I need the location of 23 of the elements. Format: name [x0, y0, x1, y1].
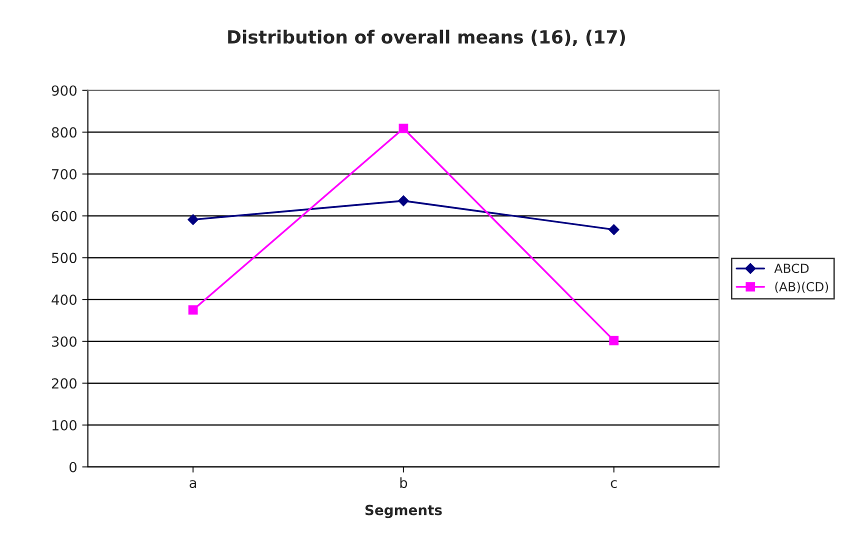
y-tick-label: 300: [52, 336, 77, 347]
x-tick-label: b: [400, 477, 408, 488]
point: [188, 214, 198, 226]
y-tick-label: 400: [52, 294, 77, 306]
point: [188, 305, 198, 315]
x-tick-label: c: [610, 480, 617, 488]
chart-title: Distribution of overall means (16), (17): [228, 30, 625, 46]
point: [398, 195, 409, 206]
legend-label: (AB)(CD): [775, 282, 828, 293]
y-tick-label: 700: [52, 168, 77, 180]
point: [398, 124, 408, 134]
y-tick-label: 500: [52, 252, 77, 264]
x-axis-title: Segments: [365, 504, 442, 518]
point: [608, 224, 620, 236]
x-tick-label: a: [190, 480, 196, 488]
point: [609, 336, 619, 346]
legend-label: ABCD: [774, 264, 809, 274]
y-tick-label: 900: [52, 85, 77, 96]
y-tick-label: 100: [52, 420, 77, 431]
y-tick-label: 600: [52, 210, 77, 222]
y-tick-label: 0: [70, 462, 77, 472]
y-tick-label: 200: [52, 378, 77, 389]
y-tick-label: 800: [52, 127, 77, 138]
